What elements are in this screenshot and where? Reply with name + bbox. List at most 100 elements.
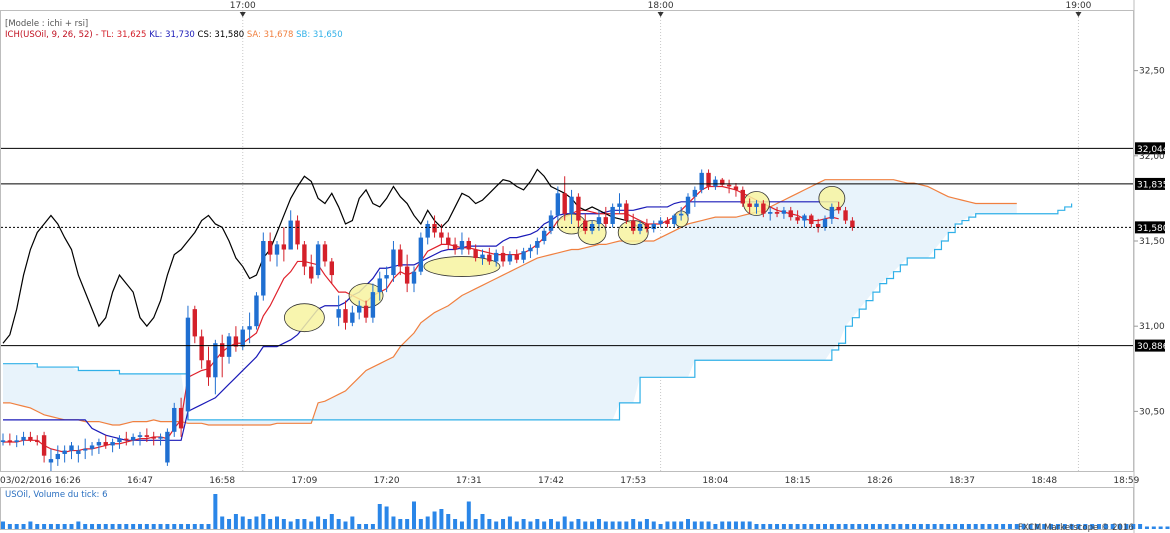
candle-body xyxy=(28,436,33,441)
top-time-label: 17:00 xyxy=(230,1,256,11)
candle-body xyxy=(795,217,800,221)
candle-body xyxy=(267,241,273,255)
candle-body xyxy=(329,261,334,276)
candle-body xyxy=(555,193,561,216)
volume-bar xyxy=(261,514,266,529)
volume-bar xyxy=(562,516,567,529)
volume-bar xyxy=(96,524,101,529)
volume-bar xyxy=(138,524,142,529)
volume-bar xyxy=(638,521,643,529)
volume-bar xyxy=(1055,524,1060,529)
volume-bar xyxy=(1117,524,1122,529)
volume-bar xyxy=(542,521,547,529)
volume-bar xyxy=(199,524,204,529)
candles xyxy=(0,169,855,471)
x-tick-label: 17:53 xyxy=(620,476,646,486)
level-label: 31,580 xyxy=(1137,224,1169,234)
candle-body xyxy=(418,237,424,272)
volume-bar xyxy=(583,521,588,529)
legend-cs: CS: 31,580 xyxy=(198,30,245,40)
x-tick-label: 17:20 xyxy=(374,476,400,486)
volume-bar xyxy=(412,501,416,529)
volume-bar xyxy=(816,524,821,529)
volume-bar xyxy=(28,521,33,529)
volume-bar xyxy=(850,524,855,529)
candle-body xyxy=(404,266,410,284)
candle-body xyxy=(843,210,848,221)
volume-bar xyxy=(870,524,875,529)
volume-bar xyxy=(172,524,177,529)
chikou-line xyxy=(2,168,641,344)
volume-bar xyxy=(740,521,745,529)
volume-bar xyxy=(7,524,12,529)
candle-body xyxy=(480,254,485,259)
volume-bar xyxy=(329,514,334,529)
level-label: 31,835 xyxy=(1137,180,1169,190)
candle-body xyxy=(377,278,382,293)
volume-bar xyxy=(939,524,944,529)
volume-bar xyxy=(350,516,355,529)
candle-body xyxy=(35,440,40,443)
volume-bar xyxy=(220,516,225,529)
hour-marker-icon xyxy=(239,12,246,17)
candle-body xyxy=(815,223,821,228)
volume-bar xyxy=(679,521,684,529)
volume-bar xyxy=(432,511,437,529)
volume-bar xyxy=(240,516,245,529)
x-tick-label: 18:48 xyxy=(1031,476,1057,486)
candle-body xyxy=(658,220,663,224)
candle-body xyxy=(226,336,232,357)
volume-bar xyxy=(761,524,766,529)
volume-bar xyxy=(76,521,81,529)
volume-bar xyxy=(158,524,163,529)
volume-bar xyxy=(809,524,814,529)
hour-marker-icon xyxy=(657,12,664,17)
volume-bar xyxy=(864,524,869,529)
volume-bar xyxy=(966,524,971,529)
volume-bar xyxy=(733,521,738,529)
top-time-label: 19:00 xyxy=(1065,1,1091,11)
cloud-fill xyxy=(3,179,1017,425)
volume-bar xyxy=(405,519,410,529)
candle-body xyxy=(21,436,26,441)
candle-body xyxy=(343,309,348,323)
candle-body xyxy=(89,445,95,449)
candle-body xyxy=(459,241,465,250)
volume-bar xyxy=(953,524,958,529)
level-label-box xyxy=(1135,339,1165,352)
candle-body xyxy=(261,241,266,296)
volume-bar xyxy=(699,521,704,529)
volume-bar xyxy=(1035,524,1040,529)
candle-body xyxy=(788,210,793,218)
indicator-legend: ICH(USOil, 9, 26, 52) - TL: 31,625 KL: 3… xyxy=(5,30,343,40)
volume-bar xyxy=(227,519,232,529)
y-tick-label: 30,50 xyxy=(1139,407,1165,417)
volume-bar xyxy=(322,519,327,529)
x-tick-label: 18:26 xyxy=(867,476,893,486)
candle-body xyxy=(487,254,492,262)
volume-bar xyxy=(418,519,423,529)
candle-body xyxy=(55,453,60,460)
candle-body xyxy=(617,203,622,207)
candle-body xyxy=(802,215,807,221)
volume-bar xyxy=(103,524,108,529)
x-tick-label: 18:59 xyxy=(1113,476,1139,486)
volume-bar xyxy=(131,524,136,529)
candle-body xyxy=(124,438,129,441)
candle-body xyxy=(295,220,300,245)
candle-body xyxy=(644,223,650,230)
candle-body xyxy=(206,360,211,378)
candle-body xyxy=(117,438,122,443)
volume-bar xyxy=(21,524,26,529)
volume-bar xyxy=(90,524,95,529)
volume-bar xyxy=(535,519,540,529)
candle-body xyxy=(692,189,698,197)
candle-body xyxy=(541,230,547,241)
volume-bar xyxy=(651,521,656,529)
candle-body xyxy=(507,254,513,262)
volume-bar xyxy=(1097,524,1101,529)
candle-body xyxy=(96,442,102,446)
candle-body xyxy=(500,252,506,262)
candle-body xyxy=(130,436,136,441)
candle-body xyxy=(699,172,704,190)
